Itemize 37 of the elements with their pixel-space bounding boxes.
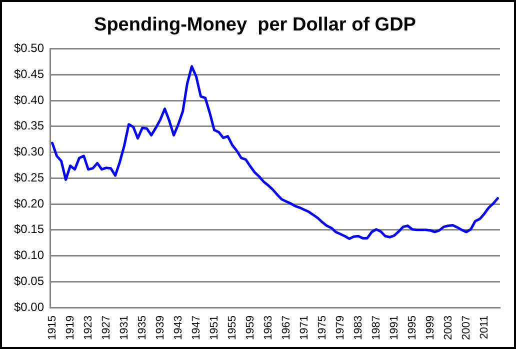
x-tick-label: 1915 [46,316,58,340]
y-tick-label: $0.05 [14,274,44,288]
x-tick-label: 1959 [244,316,256,340]
x-tick-label: 1975 [316,316,328,340]
y-tick-label: $0.45 [14,66,44,81]
x-tick-label: 1927 [100,316,112,340]
y-tick-label: $0.30 [14,144,44,159]
x-tick-label: 1963 [262,316,274,340]
y-tick-label: $0.00 [14,300,44,314]
x-tick-label: 1955 [226,316,238,340]
x-tick-label: 1991 [388,316,400,340]
x-tick-label: 1951 [208,316,220,340]
y-tick-label: $0.10 [14,248,44,262]
x-tick-label: 1995 [406,316,418,340]
x-tick-label: 1999 [424,316,436,340]
y-tick-label: $0.25 [14,170,44,184]
chart-title: Spending-Money per Dollar of GDP [94,14,416,36]
x-tick-label: 1987 [370,316,382,340]
y-tick-label: $0.35 [14,118,44,133]
x-tick-label: 1983 [352,316,364,340]
x-tick-label: 1935 [136,316,148,340]
x-tick-label: 1939 [154,316,166,340]
y-tick-label: $0.50 [14,41,44,56]
x-tick-label: 1979 [334,316,346,340]
y-tick-label: $0.20 [14,196,44,210]
x-tick-label: 1919 [64,316,76,340]
x-tick-label: 1931 [118,316,130,340]
y-tick-label: $0.40 [14,92,44,107]
x-tick-label: 1943 [172,316,184,340]
x-tick-label: 2011 [478,316,490,340]
x-tick-label: 2003 [442,316,454,340]
x-tick-label: 1923 [82,316,94,340]
x-tick-label: 1967 [280,316,292,340]
x-tick-label: 1971 [298,316,310,340]
y-tick-label: $0.15 [14,222,44,236]
x-tick-label: 2007 [460,316,472,340]
x-tick-label: 1947 [190,316,202,340]
